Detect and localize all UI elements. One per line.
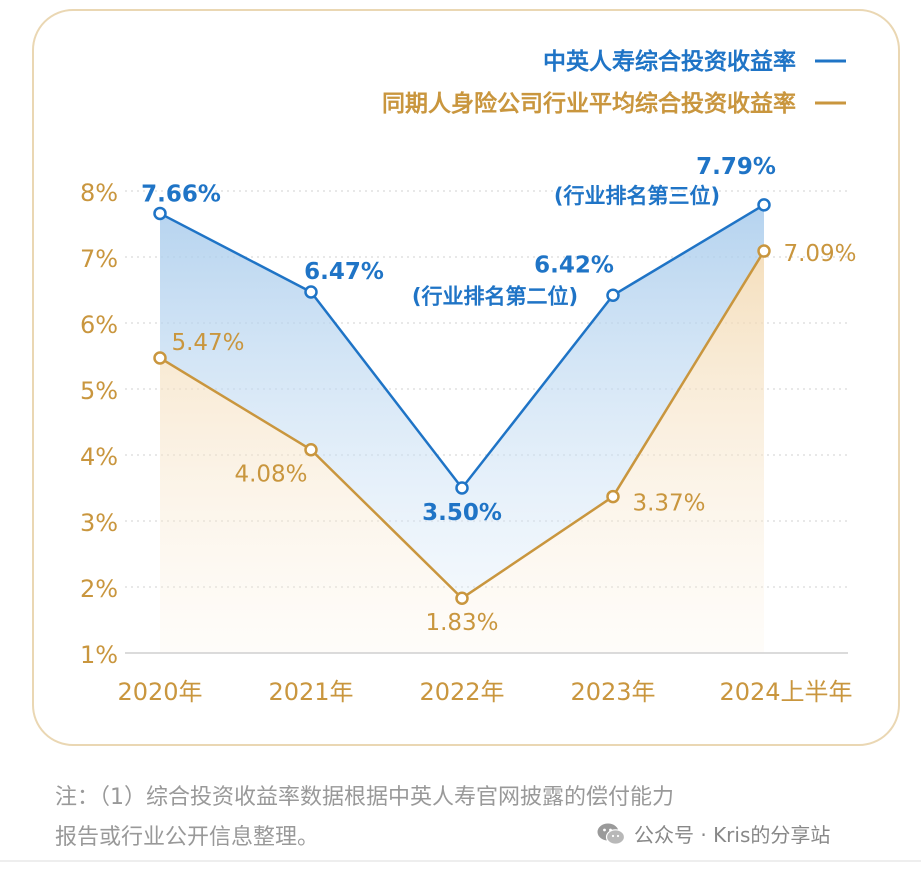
legend-label: 中英人寿综合投资收益率 bbox=[543, 48, 796, 75]
company-data-point bbox=[757, 198, 771, 212]
company-data-point bbox=[455, 481, 469, 495]
industry-data-point bbox=[153, 351, 167, 365]
x-tick-label: 2020年 bbox=[117, 678, 202, 706]
x-tick-label: 2022年 bbox=[419, 678, 504, 706]
company-value-label: 7.79% bbox=[696, 154, 776, 180]
industry-value-label: 5.47% bbox=[171, 330, 244, 356]
x-tick-label: 2023年 bbox=[570, 678, 655, 706]
company-data-point bbox=[304, 285, 318, 299]
footnote: 注：（1）综合投资收益率数据根据中英人寿官网披露的偿付能力 报告或行业公开信息整… bbox=[55, 778, 895, 858]
company-rank-annotation: (行业排名第二位) bbox=[412, 284, 578, 308]
y-tick-label: 8% bbox=[80, 179, 118, 207]
industry-data-point bbox=[757, 244, 771, 258]
industry-value-label: 7.09% bbox=[783, 241, 856, 267]
data-points bbox=[153, 198, 771, 605]
industry-value-label: 3.37% bbox=[632, 491, 705, 517]
company-value-label: 7.66% bbox=[141, 181, 221, 207]
x-tick-label: 2021年 bbox=[268, 678, 353, 706]
industry-data-point bbox=[606, 489, 620, 504]
y-tick-label: 3% bbox=[80, 509, 118, 537]
industry-data-point bbox=[304, 442, 318, 457]
bottom-divider bbox=[0, 860, 921, 862]
company-data-point bbox=[606, 288, 620, 303]
watermark-text: 公众号 · Kris的分享站 bbox=[634, 823, 831, 847]
y-tick-label: 7% bbox=[80, 245, 118, 273]
wechat-icon bbox=[597, 823, 626, 845]
data-labels: 7.66% 6.47% 3.50% 6.42% 7.79% (行业排名第二位) (行业排名第… bbox=[141, 154, 856, 636]
company-data-point bbox=[153, 206, 167, 221]
y-tick-label: 1% bbox=[80, 641, 118, 669]
industry-value-label: 1.83% bbox=[425, 610, 498, 636]
company-value-label: 6.47% bbox=[304, 259, 384, 285]
y-tick-label: 6% bbox=[80, 311, 118, 339]
company-rank-annotation: (行业排名第三位) bbox=[554, 184, 720, 208]
legend-label: 同期人身险公司行业平均综合投资收益率 bbox=[382, 90, 796, 117]
company-value-label: 6.42% bbox=[534, 252, 614, 278]
industry-area-fill bbox=[160, 251, 764, 653]
axes: 1% 2% 3% 4% 5% 6% 7% 8% 2020年 2021年 2022年 2023年 2024… bbox=[80, 179, 853, 706]
area-fills bbox=[160, 204, 764, 653]
y-tick-label: 2% bbox=[80, 575, 118, 603]
y-tick-label: 5% bbox=[80, 377, 118, 405]
gap-area-fill bbox=[160, 204, 764, 599]
industry-value-label: 4.08% bbox=[234, 462, 307, 488]
footnote-line-1: 注：（1）综合投资收益率数据根据中英人寿官网披露的偿付能力 bbox=[55, 785, 674, 810]
footnote-line-2: 报告或行业公开信息整理。 bbox=[55, 825, 320, 850]
x-tick-label: 2024上半年 bbox=[719, 678, 852, 706]
industry-data-point bbox=[455, 591, 469, 605]
company-value-label: 3.50% bbox=[422, 500, 502, 526]
watermark: 公众号 · Kris的分享站 bbox=[596, 819, 830, 848]
y-tick-label: 4% bbox=[80, 443, 118, 471]
